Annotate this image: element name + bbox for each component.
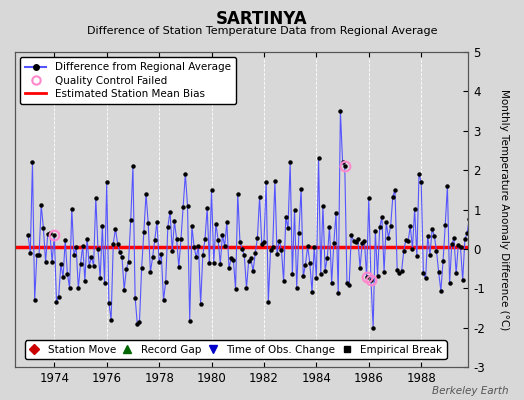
Text: Berkeley Earth: Berkeley Earth <box>432 386 508 396</box>
Y-axis label: Monthly Temperature Anomaly Difference (°C): Monthly Temperature Anomaly Difference (… <box>499 89 509 330</box>
Legend: Station Move, Record Gap, Time of Obs. Change, Empirical Break: Station Move, Record Gap, Time of Obs. C… <box>25 340 446 359</box>
Text: Difference of Station Temperature Data from Regional Average: Difference of Station Temperature Data f… <box>87 26 437 36</box>
Text: SARTINYA: SARTINYA <box>216 10 308 28</box>
